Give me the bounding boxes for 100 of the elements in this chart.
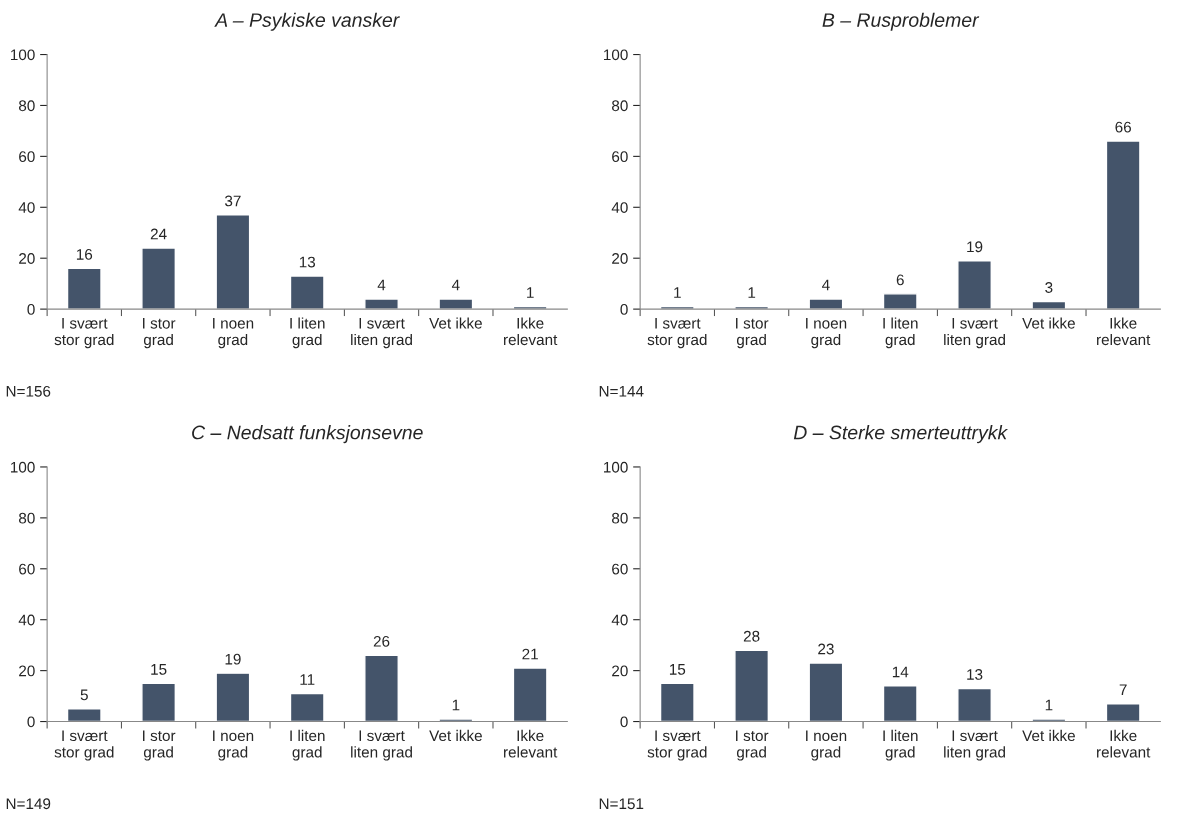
bar xyxy=(141,247,177,310)
y-tick-label: 20 xyxy=(612,665,628,677)
bar xyxy=(882,685,918,722)
x-tick-label: I liten grad xyxy=(883,729,918,761)
bar xyxy=(289,275,325,310)
data-label: 7 xyxy=(1119,684,1127,695)
text: N=156 xyxy=(6,385,51,397)
y-tick-label: 60 xyxy=(19,563,35,575)
bar xyxy=(808,662,844,722)
x-tick-label: I stor grad xyxy=(736,318,769,349)
data-label: 1 xyxy=(527,287,534,298)
data-label: 66 xyxy=(1115,121,1131,133)
data-label: 6 xyxy=(896,274,904,286)
y-tick-label: 80 xyxy=(612,100,628,112)
data-label: 28 xyxy=(743,630,760,642)
y-tick-label: 80 xyxy=(612,512,628,524)
x-tick-label: I stor grad xyxy=(736,730,769,761)
data-label: 21 xyxy=(522,648,538,660)
bar xyxy=(659,682,695,722)
text: N=151 xyxy=(599,798,644,810)
y-tick-label: 20 xyxy=(19,253,35,264)
data-label: 3 xyxy=(1045,282,1053,293)
data-label: 1 xyxy=(674,287,681,298)
y-tick-label: 20 xyxy=(19,665,35,677)
data-label: 15 xyxy=(669,664,686,675)
data-label: 1 xyxy=(1045,699,1053,711)
y-tick-label: 100 xyxy=(10,461,35,473)
chart-title: C – Nedsatt funksjonsevne xyxy=(192,425,423,444)
data-label: 4 xyxy=(377,279,386,291)
bar xyxy=(364,654,399,722)
data-label: 11 xyxy=(300,674,315,685)
x-tick-label: I svært stor grad xyxy=(647,318,707,349)
bar xyxy=(957,687,992,722)
bar xyxy=(66,708,102,722)
data-label: 26 xyxy=(373,635,390,647)
bar xyxy=(1105,703,1141,722)
bar xyxy=(957,260,992,310)
y-tick-label: 80 xyxy=(18,100,35,112)
bar xyxy=(215,672,251,722)
bar xyxy=(1105,140,1141,310)
bar xyxy=(364,298,399,310)
data-label: 1 xyxy=(748,287,756,298)
data-label: 5 xyxy=(80,689,88,701)
data-label: 24 xyxy=(150,228,167,240)
y-tick-label: 40 xyxy=(611,614,628,626)
bar xyxy=(808,298,844,310)
x-tick-label: I noen grad xyxy=(806,318,847,349)
y-tick-label: 0 xyxy=(27,303,35,315)
y-tick-label: 0 xyxy=(620,303,628,315)
x-tick-label: Vet ikke xyxy=(429,317,482,329)
bar xyxy=(1031,718,1067,722)
data-label: 16 xyxy=(76,248,93,260)
x-tick-label: I svært stor grad xyxy=(54,318,114,349)
y-tick-label: 60 xyxy=(19,151,35,163)
x-tick-label: I svært liten grad xyxy=(351,318,412,349)
x-tick-label: I noen grad xyxy=(806,730,847,761)
chart-title: A – Psykiske vansker xyxy=(214,12,400,31)
data-label: 14 xyxy=(892,666,909,678)
y-tick-label: 100 xyxy=(604,49,628,61)
text: N=149 xyxy=(6,798,51,810)
y-tick-label: 60 xyxy=(612,151,628,163)
bar xyxy=(512,667,548,722)
bar xyxy=(438,718,474,722)
x-tick-label: I noen grad xyxy=(213,318,254,349)
x-tick-label: Vet ikke xyxy=(1022,317,1075,329)
data-label: 1 xyxy=(452,699,460,711)
data-label: 4 xyxy=(451,279,460,291)
bar xyxy=(734,649,770,722)
y-tick-label: 80 xyxy=(18,512,35,524)
y-tick-label: 40 xyxy=(611,202,628,213)
y-tick-label: 20 xyxy=(612,253,628,264)
x-tick-label: I liten grad xyxy=(883,317,918,349)
data-label: 13 xyxy=(299,256,316,268)
data-label: 4 xyxy=(822,279,830,291)
data-label: 23 xyxy=(818,643,834,655)
data-label: 15 xyxy=(151,664,167,675)
x-tick-label: I stor grad xyxy=(143,730,176,761)
chart-title: D – Sterke smerteuttrykk xyxy=(793,425,1009,444)
data-label: 19 xyxy=(225,653,241,665)
x-tick-label: I liten grad xyxy=(290,729,325,761)
y-tick-label: 40 xyxy=(18,202,35,213)
bar xyxy=(289,692,325,722)
y-tick-label: 60 xyxy=(612,563,628,575)
bar xyxy=(141,682,177,722)
y-tick-label: 0 xyxy=(27,716,35,728)
x-tick-label: Ikke relevant xyxy=(1097,317,1151,346)
data-label: 19 xyxy=(967,241,983,253)
x-tick-label: I svært stor grad xyxy=(647,730,707,761)
x-tick-label: I svært liten grad xyxy=(351,730,412,761)
x-tick-label: I svært liten grad xyxy=(944,730,1005,761)
chart-title: B – Rusproblemer xyxy=(822,12,980,31)
x-tick-label: I liten grad xyxy=(290,317,325,349)
y-tick-label: 100 xyxy=(10,49,35,61)
y-tick-label: 0 xyxy=(620,716,628,728)
data-label: 37 xyxy=(224,195,241,207)
text: N=144 xyxy=(599,386,644,397)
bar xyxy=(882,293,918,310)
x-tick-label: I svært stor grad xyxy=(54,730,114,761)
bar xyxy=(438,298,474,310)
x-tick-label: I svært liten grad xyxy=(944,318,1005,349)
